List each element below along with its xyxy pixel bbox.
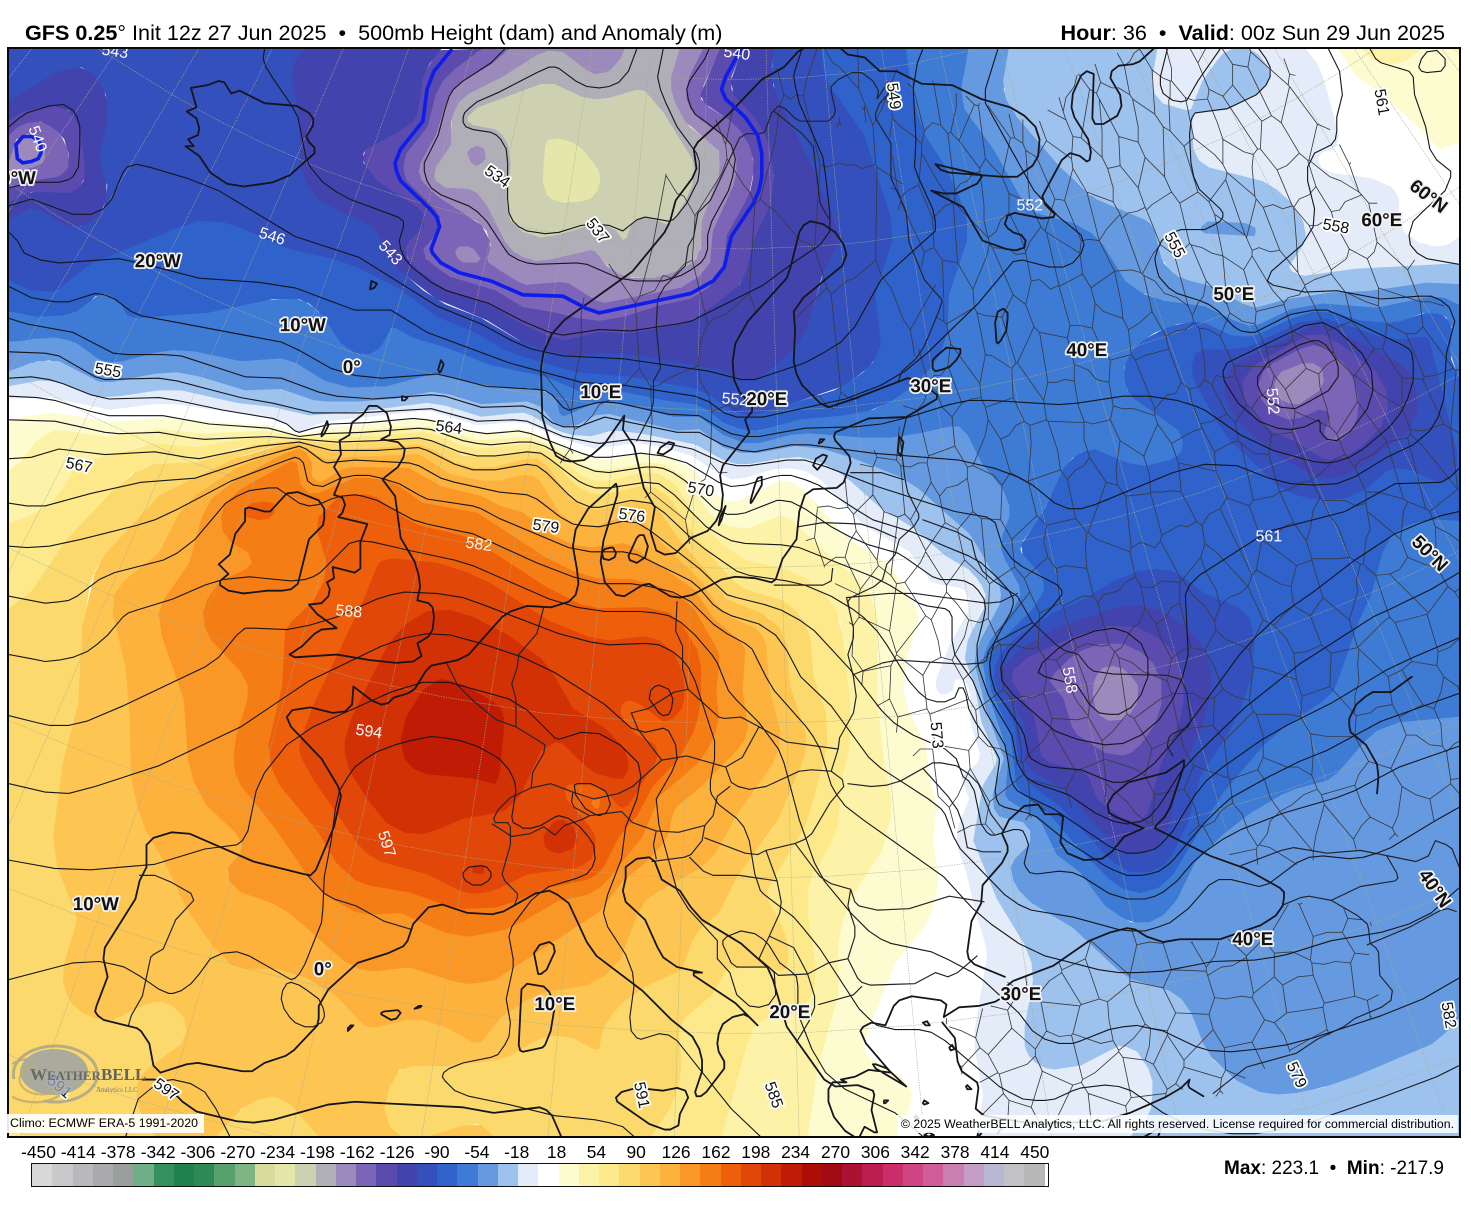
svg-text:Analytics LLC: Analytics LLC — [96, 1086, 138, 1094]
svg-text:WEATHERBELL: WEATHERBELL — [30, 1065, 146, 1084]
